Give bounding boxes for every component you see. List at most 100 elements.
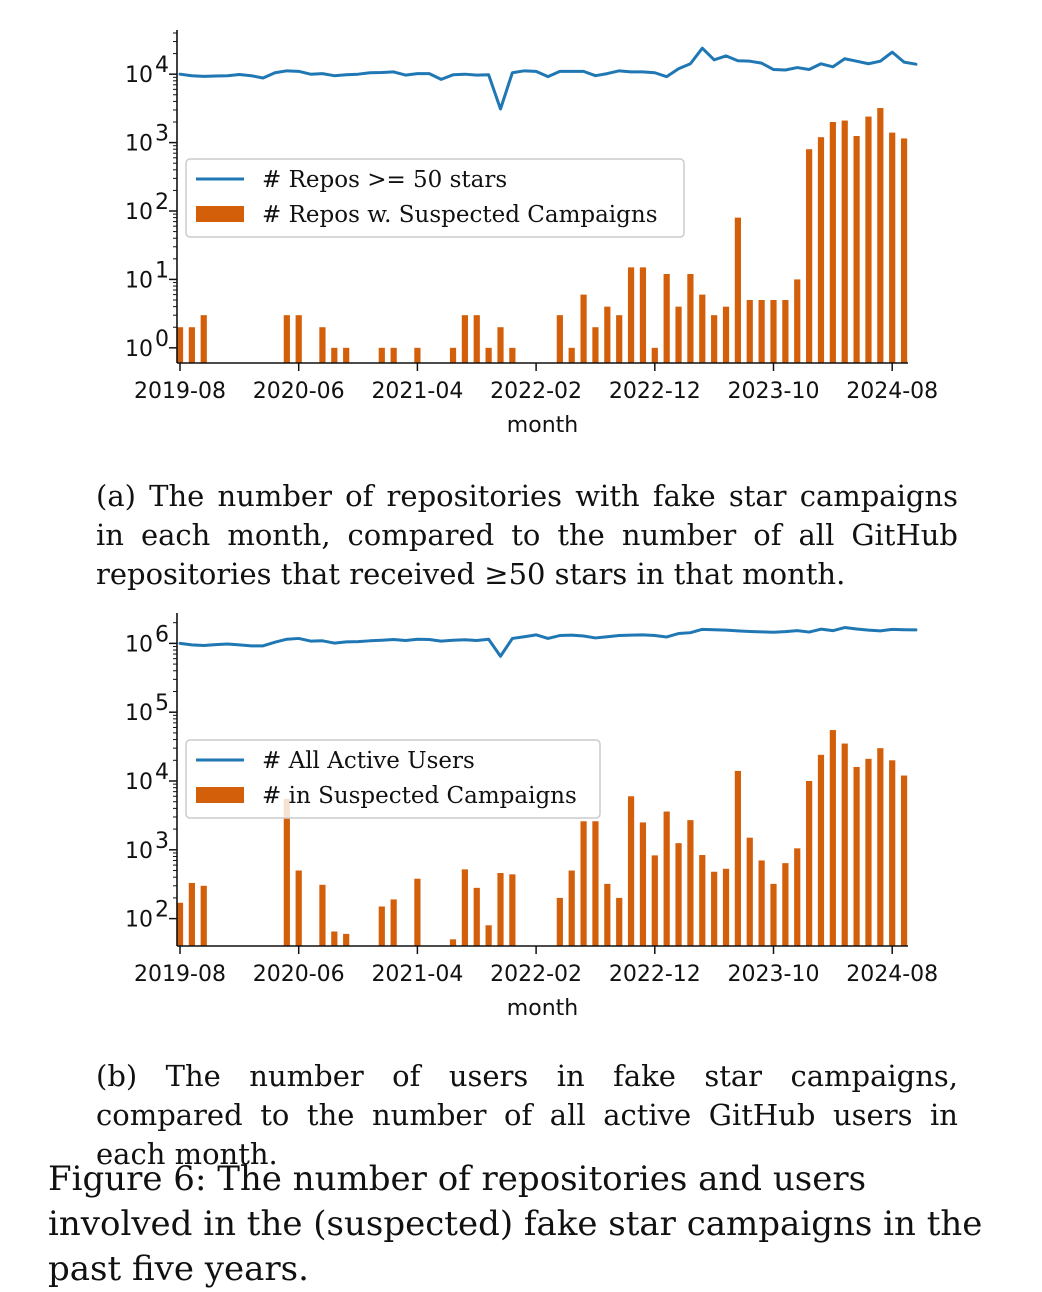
- bar: [865, 758, 872, 946]
- bar: [770, 883, 777, 946]
- bar: [390, 347, 397, 363]
- bar: [200, 315, 207, 363]
- bar: [829, 122, 836, 363]
- line-series: [178, 46, 918, 111]
- y-tick-label: 10: [125, 908, 153, 933]
- bar: [758, 300, 765, 363]
- bar: [877, 748, 884, 946]
- bar: [473, 887, 480, 946]
- bar: [734, 770, 741, 946]
- bar: [556, 315, 563, 363]
- bar: [900, 138, 908, 363]
- bar: [295, 870, 302, 946]
- legend-box: [185, 739, 601, 819]
- bar: [616, 315, 623, 363]
- bar: [295, 315, 302, 363]
- bar: [331, 347, 338, 363]
- bar: [853, 766, 860, 946]
- legend-entry-bar: # Repos w. Suspected Campaigns: [262, 202, 658, 228]
- x-tick-label: 2023-10: [728, 962, 820, 987]
- y-tick-label: 10: [125, 200, 153, 225]
- bar: [663, 811, 670, 946]
- legend-entry-line: # Repos >= 50 stars: [262, 167, 507, 193]
- bar: [794, 848, 801, 946]
- bar: [592, 327, 599, 363]
- bar: [343, 933, 350, 946]
- caption-a: (a) The number of repositories with fake…: [96, 477, 958, 594]
- bar: [485, 925, 492, 946]
- x-tick-label: 2019-08: [134, 379, 226, 404]
- bar: [556, 897, 563, 946]
- legend-box: [185, 158, 685, 238]
- bar: [794, 279, 801, 363]
- bar: [663, 274, 670, 363]
- y-tick-exponent: 0: [155, 327, 169, 352]
- y-tick-label: 10: [125, 632, 153, 657]
- y-tick-exponent: 2: [155, 898, 169, 923]
- bar: [817, 137, 825, 363]
- bar: [176, 327, 184, 363]
- x-tick-label: 2019-08: [134, 962, 226, 987]
- bar: [746, 837, 753, 946]
- y-tick-label: 10: [125, 337, 153, 362]
- bar: [639, 267, 647, 363]
- bar: [319, 327, 326, 363]
- bar: [580, 821, 587, 946]
- line-series: [178, 626, 918, 658]
- bar: [188, 882, 195, 946]
- bar: [711, 315, 718, 363]
- x-tick-label: 2022-02: [490, 379, 582, 404]
- bar: [592, 821, 599, 946]
- bar: [770, 300, 777, 363]
- bar: [877, 108, 884, 363]
- legend: # Repos >= 50 stars # Repos w. Suspected …: [185, 158, 685, 238]
- bar: [746, 300, 753, 363]
- bar: [639, 822, 647, 946]
- bar: [390, 899, 397, 946]
- caption-a-text: (a) The number of repositories with fake…: [96, 479, 958, 591]
- bar: [461, 869, 468, 946]
- bar: [568, 870, 575, 946]
- x-tick-label: 2024-08: [846, 379, 938, 404]
- bar: [722, 868, 730, 946]
- bar: [497, 873, 504, 946]
- bar: [509, 347, 516, 363]
- bar: [176, 902, 184, 946]
- y-tick-exponent: 4: [155, 53, 169, 78]
- bar: [722, 306, 730, 363]
- bar: [200, 885, 207, 946]
- bar: [806, 781, 813, 946]
- bar: [817, 754, 825, 946]
- y-tick-label: 10: [125, 770, 153, 795]
- bar: [485, 347, 492, 363]
- bar: [841, 120, 848, 363]
- x-tick-label: 2020-06: [253, 379, 345, 404]
- y-tick-exponent: 3: [155, 122, 169, 147]
- legend: # All Active Users # in Suspected Campaig…: [185, 739, 601, 819]
- bar: [509, 874, 516, 946]
- y-tick-label: 10: [125, 701, 153, 726]
- y-tick-exponent: 2: [155, 190, 169, 215]
- bar: [651, 855, 658, 946]
- bar: [604, 883, 611, 946]
- bar: [675, 843, 682, 946]
- x-axis-title: month: [507, 996, 578, 1021]
- bar: [841, 743, 848, 946]
- y-tick-label: 10: [125, 132, 153, 157]
- bar: [900, 775, 908, 946]
- bar: [378, 906, 385, 946]
- bar: [758, 860, 765, 946]
- bar: [414, 878, 421, 946]
- bar-series: [176, 108, 908, 363]
- caption-a-suffix: 50 stars in that month.: [508, 557, 846, 591]
- bar: [687, 820, 694, 946]
- legend-bar-swatch: [196, 206, 244, 222]
- bar: [449, 939, 457, 946]
- bar: [889, 132, 896, 363]
- bar: [616, 897, 623, 946]
- x-tick-label: 2024-08: [846, 962, 938, 987]
- bar: [699, 855, 706, 946]
- x-tick-label: 2022-02: [490, 962, 582, 987]
